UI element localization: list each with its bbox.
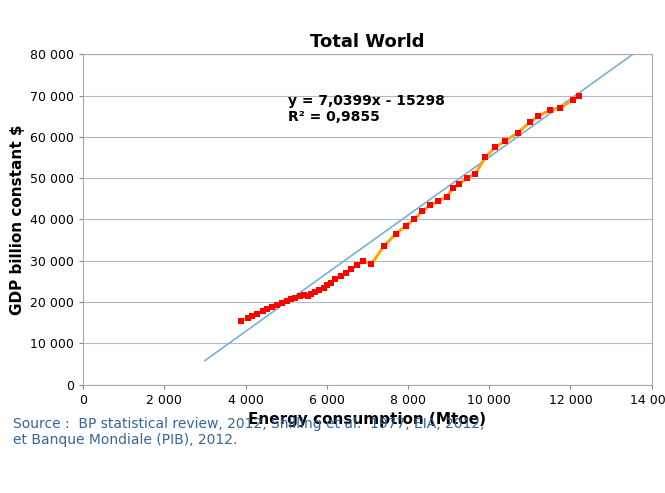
Point xyxy=(336,273,346,281)
Point xyxy=(573,92,584,100)
Point xyxy=(500,137,511,145)
Point xyxy=(321,282,332,289)
Point xyxy=(341,269,352,277)
Point xyxy=(303,292,313,300)
Point xyxy=(390,230,401,238)
Point xyxy=(314,285,325,293)
Point xyxy=(448,184,458,192)
Point xyxy=(490,143,501,151)
Point xyxy=(319,283,329,291)
Point xyxy=(401,222,412,230)
Point xyxy=(352,261,362,269)
Point xyxy=(282,297,293,305)
Point xyxy=(454,180,464,188)
Point xyxy=(462,174,472,182)
Point xyxy=(533,112,543,120)
Point xyxy=(306,290,317,298)
Point xyxy=(469,170,480,178)
X-axis label: Energy consumption (Mtoe): Energy consumption (Mtoe) xyxy=(249,412,486,427)
Title: Total World: Total World xyxy=(310,34,425,51)
Point xyxy=(378,242,389,250)
Point xyxy=(512,129,523,137)
Point xyxy=(366,260,377,268)
Point xyxy=(409,215,420,223)
Point xyxy=(277,299,287,307)
Point xyxy=(480,153,491,161)
Point xyxy=(567,96,578,104)
Point xyxy=(286,295,297,303)
Text: Source :  BP statistical review, 2012, Shilling et al.  1977, EIA, 2012,
et Banq: Source : BP statistical review, 2012, Sh… xyxy=(13,417,485,447)
Point xyxy=(545,106,555,114)
Point xyxy=(425,201,436,209)
Point xyxy=(433,197,444,205)
Point xyxy=(262,305,273,313)
Point xyxy=(442,193,452,201)
Point xyxy=(272,301,283,309)
Point xyxy=(525,118,535,126)
Point xyxy=(267,303,277,311)
Point xyxy=(251,310,262,317)
Point xyxy=(242,314,253,322)
Point xyxy=(236,317,247,324)
Point xyxy=(310,288,321,296)
Y-axis label: GDP billion constant $: GDP billion constant $ xyxy=(9,124,25,315)
Point xyxy=(555,104,566,112)
Point xyxy=(330,275,340,283)
Point xyxy=(358,257,368,265)
Point xyxy=(290,294,301,302)
Point xyxy=(246,312,257,319)
Point xyxy=(346,265,356,273)
Text: y = 7,0399x - 15298
R² = 0,9855: y = 7,0399x - 15298 R² = 0,9855 xyxy=(288,94,445,124)
Point xyxy=(417,207,428,215)
Point xyxy=(326,280,336,287)
Point xyxy=(299,291,309,299)
Point xyxy=(295,292,305,300)
Point xyxy=(257,307,268,315)
